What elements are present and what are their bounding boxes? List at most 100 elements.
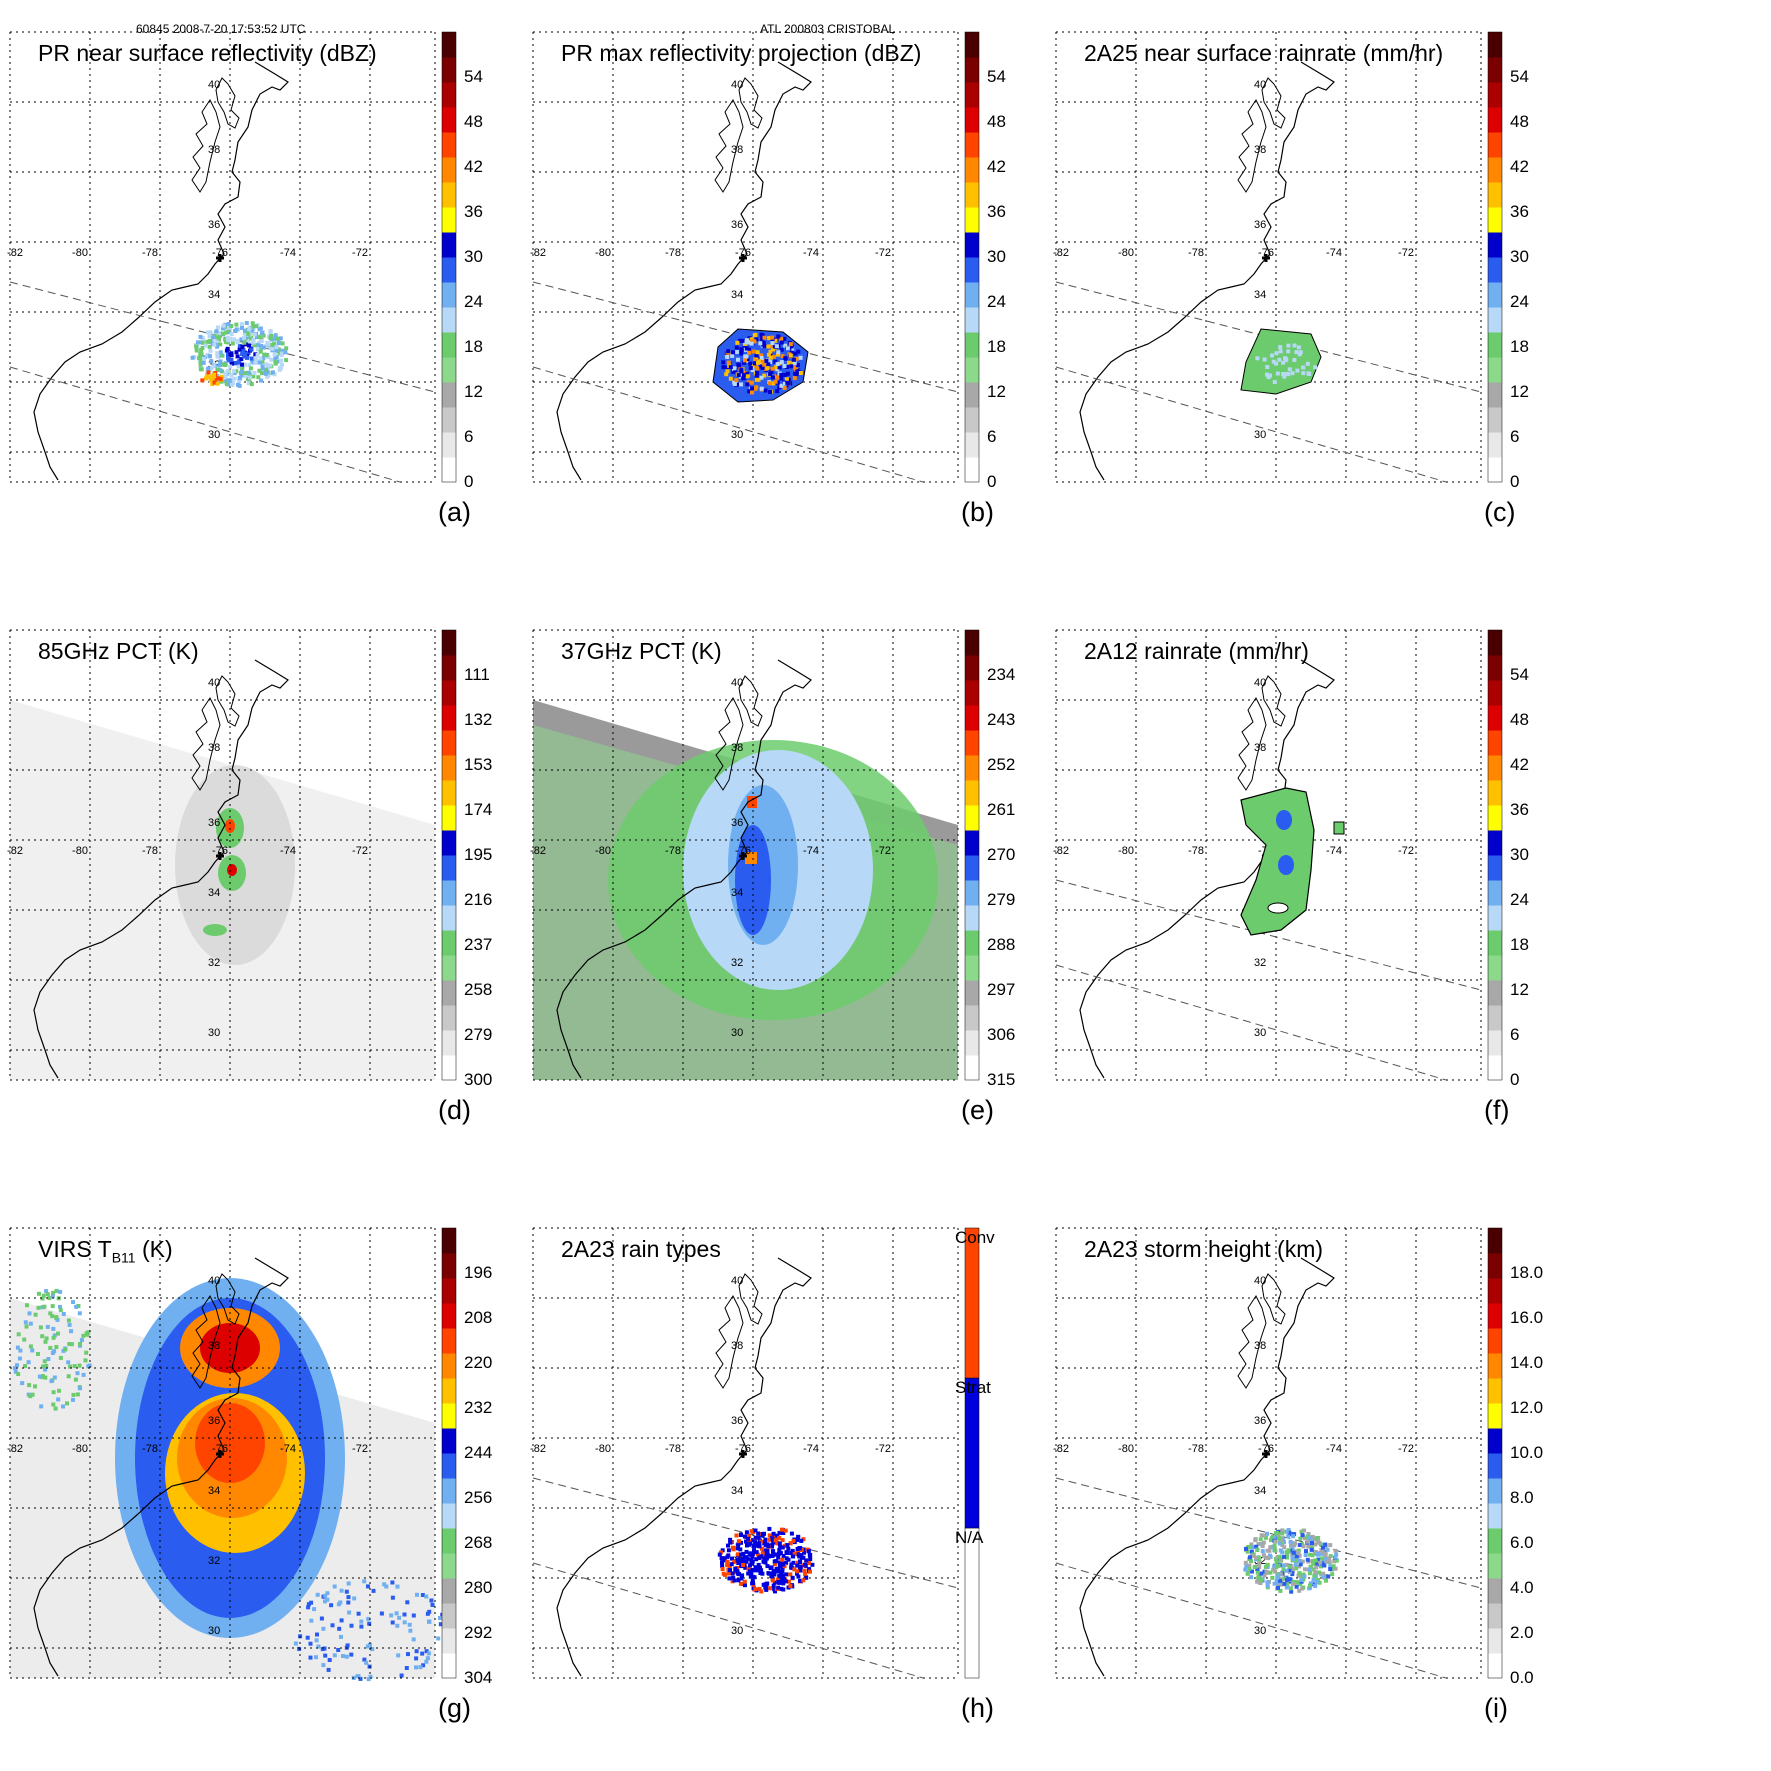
data-cell (425, 1611, 430, 1616)
data-cell (784, 1560, 789, 1565)
data-cell (755, 350, 760, 355)
data-cell (759, 375, 764, 380)
data-cell (1308, 1535, 1313, 1540)
data-cell (745, 382, 750, 387)
panel-title: PR max reflectivity projection (dBZ) (561, 40, 922, 66)
data-cell (779, 383, 784, 388)
data-cell (779, 360, 784, 365)
data-cell (255, 343, 260, 348)
data-cell (770, 1578, 775, 1583)
data-cell (379, 1611, 384, 1616)
data-cell (728, 1540, 733, 1545)
data-cell (1252, 1565, 1257, 1569)
delaware-bay (738, 1273, 763, 1325)
data-cell (427, 1619, 431, 1624)
data-cell (1272, 1548, 1277, 1553)
lon-label: -82 (7, 845, 23, 857)
lat-label: 36 (208, 817, 220, 829)
data-cell (759, 386, 764, 391)
data-cell (264, 362, 269, 367)
panel-f: -82-80-78-76-74-724038363432300612182430… (1053, 629, 1546, 1170)
map-i: -82-80-78-76-74-724038363432300.02.04.06… (1053, 1227, 1543, 1687)
data-cell (230, 341, 235, 346)
colorbar-segment (965, 880, 979, 906)
data-cell (751, 1581, 755, 1586)
data-cell (1314, 1580, 1319, 1584)
lon-label: -74 (1326, 845, 1342, 857)
colorbar-segment (1488, 457, 1502, 483)
data-cell (229, 332, 234, 337)
colorbar-frame (441, 31, 457, 483)
colorbar-tick-label: 220 (464, 1353, 492, 1372)
data-cell (788, 342, 793, 347)
data-cell (782, 336, 787, 341)
lon-label: -78 (142, 247, 158, 259)
data-cell (346, 1595, 351, 1600)
data-cell (1256, 1542, 1261, 1546)
colorbar-segment (442, 1353, 456, 1379)
data-cell (1280, 1542, 1285, 1547)
data-cell (206, 366, 211, 371)
data-cell (1290, 371, 1295, 376)
data-cell (784, 377, 789, 382)
colorbar-tick-label: 16.0 (1510, 1308, 1543, 1327)
data-cell (72, 1364, 77, 1369)
data-cell (1305, 1534, 1310, 1539)
colorbar-tick-label: 258 (464, 980, 492, 999)
data-cell (788, 1541, 793, 1546)
data-cell (770, 1544, 774, 1549)
data-cell (737, 363, 742, 368)
swath-edge-south (1055, 366, 1447, 483)
lat-label: 30 (731, 1625, 743, 1637)
lat-label: 38 (208, 1340, 220, 1352)
data-cell (209, 359, 214, 364)
lon-label: -76 (1258, 1443, 1274, 1455)
data-cell (226, 378, 231, 383)
data-cell (785, 1543, 790, 1548)
data-cell (1275, 1531, 1279, 1535)
data-cell (12, 1366, 17, 1371)
data-cell (258, 335, 262, 340)
data-cell (244, 335, 249, 340)
data-cell (776, 350, 781, 355)
data-cell (200, 345, 205, 350)
colorbar-segment (442, 730, 456, 756)
chesapeake-bay (191, 1295, 221, 1389)
data-cell (750, 380, 754, 385)
colorbar-segment (965, 107, 979, 133)
colorbar-segment (442, 182, 456, 208)
swath-edge-south (532, 366, 924, 483)
data-cell (16, 1332, 21, 1337)
lon-label: -78 (665, 1443, 681, 1455)
colorbar-segment (442, 132, 456, 158)
lat-label: 40 (208, 677, 220, 689)
data-cell (1268, 1545, 1273, 1550)
data-cell (760, 336, 765, 341)
data-cell (251, 324, 256, 329)
data-cell (1334, 1552, 1339, 1557)
data-cell (802, 1550, 807, 1555)
data-cell (258, 326, 263, 331)
data-cell (726, 349, 731, 354)
data-cell (730, 1556, 734, 1561)
data-cell (368, 1674, 373, 1679)
data-cell (1265, 1583, 1270, 1588)
data-cell (344, 1654, 349, 1659)
data-cell (1271, 359, 1276, 364)
data-cell (739, 1552, 744, 1557)
data-cell (1294, 350, 1299, 355)
lon-label: -80 (1118, 247, 1134, 259)
data-cell (1261, 1540, 1266, 1545)
data-cell (264, 353, 269, 358)
data-cell (81, 1333, 86, 1338)
data-cell (210, 376, 215, 381)
data-cell (414, 1649, 419, 1654)
data-cell (40, 1375, 45, 1380)
data-cell (770, 341, 775, 346)
data-cell (198, 340, 203, 345)
data-cell (728, 1537, 733, 1542)
data-cell (246, 370, 251, 375)
